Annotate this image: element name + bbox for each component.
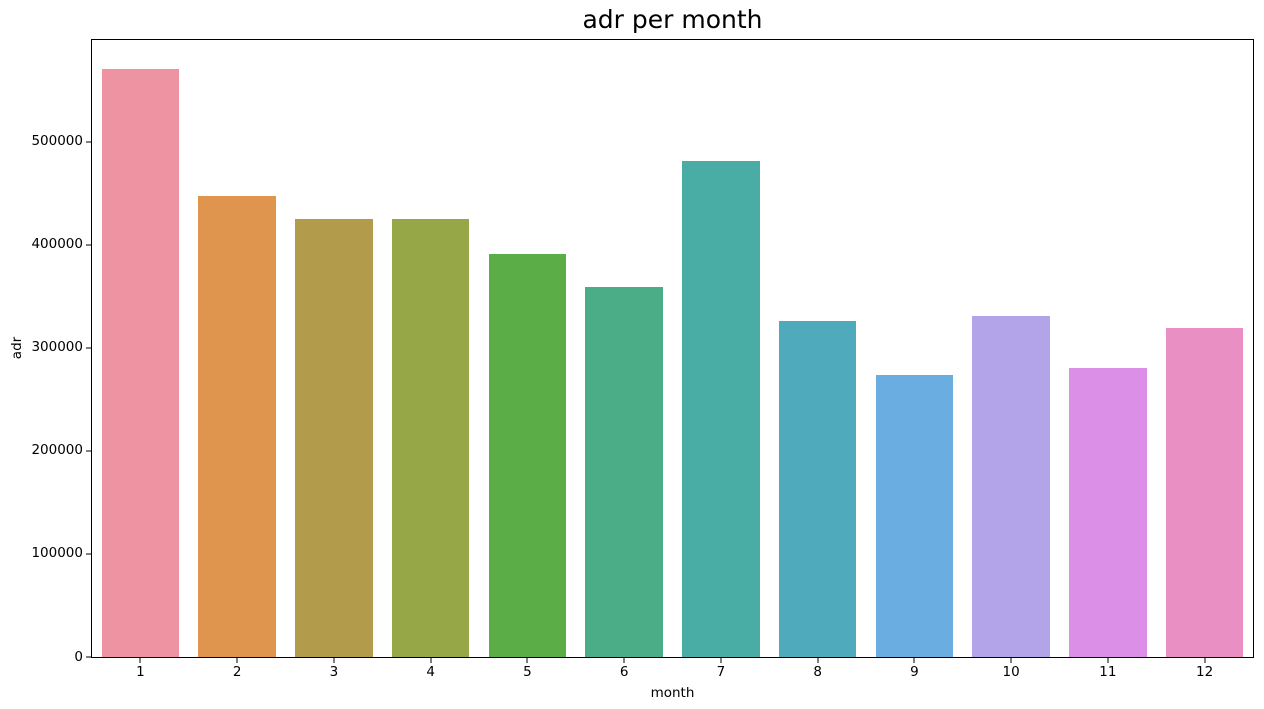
bar-month-5 [488,253,567,657]
x-tick-label: 4 [426,664,435,680]
y-tick-label: 100000 [31,545,83,562]
x-tick-label: 9 [910,664,919,680]
x-tick-mark [333,658,335,663]
y-tick-label: 200000 [31,442,83,459]
y-tick-mark [86,141,91,143]
bar-month-9 [875,374,954,657]
y-tick-mark [86,553,91,555]
bar-month-7 [682,161,760,657]
y-tick-label: 0 [74,648,83,665]
x-tick-mark [720,658,722,663]
x-tick-label: 2 [232,664,242,680]
x-tick-label: 1 [136,664,145,680]
x-tick-mark [623,658,625,663]
y-tick-mark [86,656,91,658]
bar-month-10 [972,316,1050,657]
x-tick-mark [430,658,432,663]
x-tick-mark [1204,658,1206,663]
bar-month-12 [1165,328,1244,657]
bar-month-11 [1069,367,1147,657]
x-tick-label: 7 [716,664,726,680]
chart-title: adr per month [582,5,763,34]
bar-month-1 [101,69,180,657]
x-tick-mark [817,658,819,663]
x-tick-mark [139,658,141,663]
y-tick-label: 300000 [31,338,83,355]
x-tick-label: 11 [1099,664,1117,680]
bar-month-2 [198,196,276,657]
x-tick-mark [236,658,238,663]
x-tick-label: 12 [1196,664,1214,680]
y-tick-mark [86,450,91,452]
y-tick-label: 400000 [31,235,83,252]
x-tick-label: 8 [813,664,822,680]
x-tick-mark [1107,658,1109,663]
x-axis-label: month [650,685,695,701]
plot-area: 0 100000 200000 300000 400000 500000 1 2 3 4 5 6 7 8 9… [31,39,1254,679]
x-tick-label: 5 [523,664,532,680]
x-tick-mark [913,658,915,663]
y-axis-label: adr [9,336,25,360]
bar-month-8 [778,320,857,657]
x-tick-label: 6 [619,664,629,680]
y-tick-mark [86,244,91,246]
y-tick-mark [86,347,91,349]
bar-month-4 [391,218,470,657]
bar-month-6 [585,286,663,657]
x-tick-label: 10 [1002,664,1020,680]
x-tick-label: 3 [329,664,339,680]
y-tick-label: 500000 [31,132,83,149]
x-tick-mark [526,658,528,663]
x-tick-mark [1010,658,1012,663]
bar-month-3 [295,218,373,657]
